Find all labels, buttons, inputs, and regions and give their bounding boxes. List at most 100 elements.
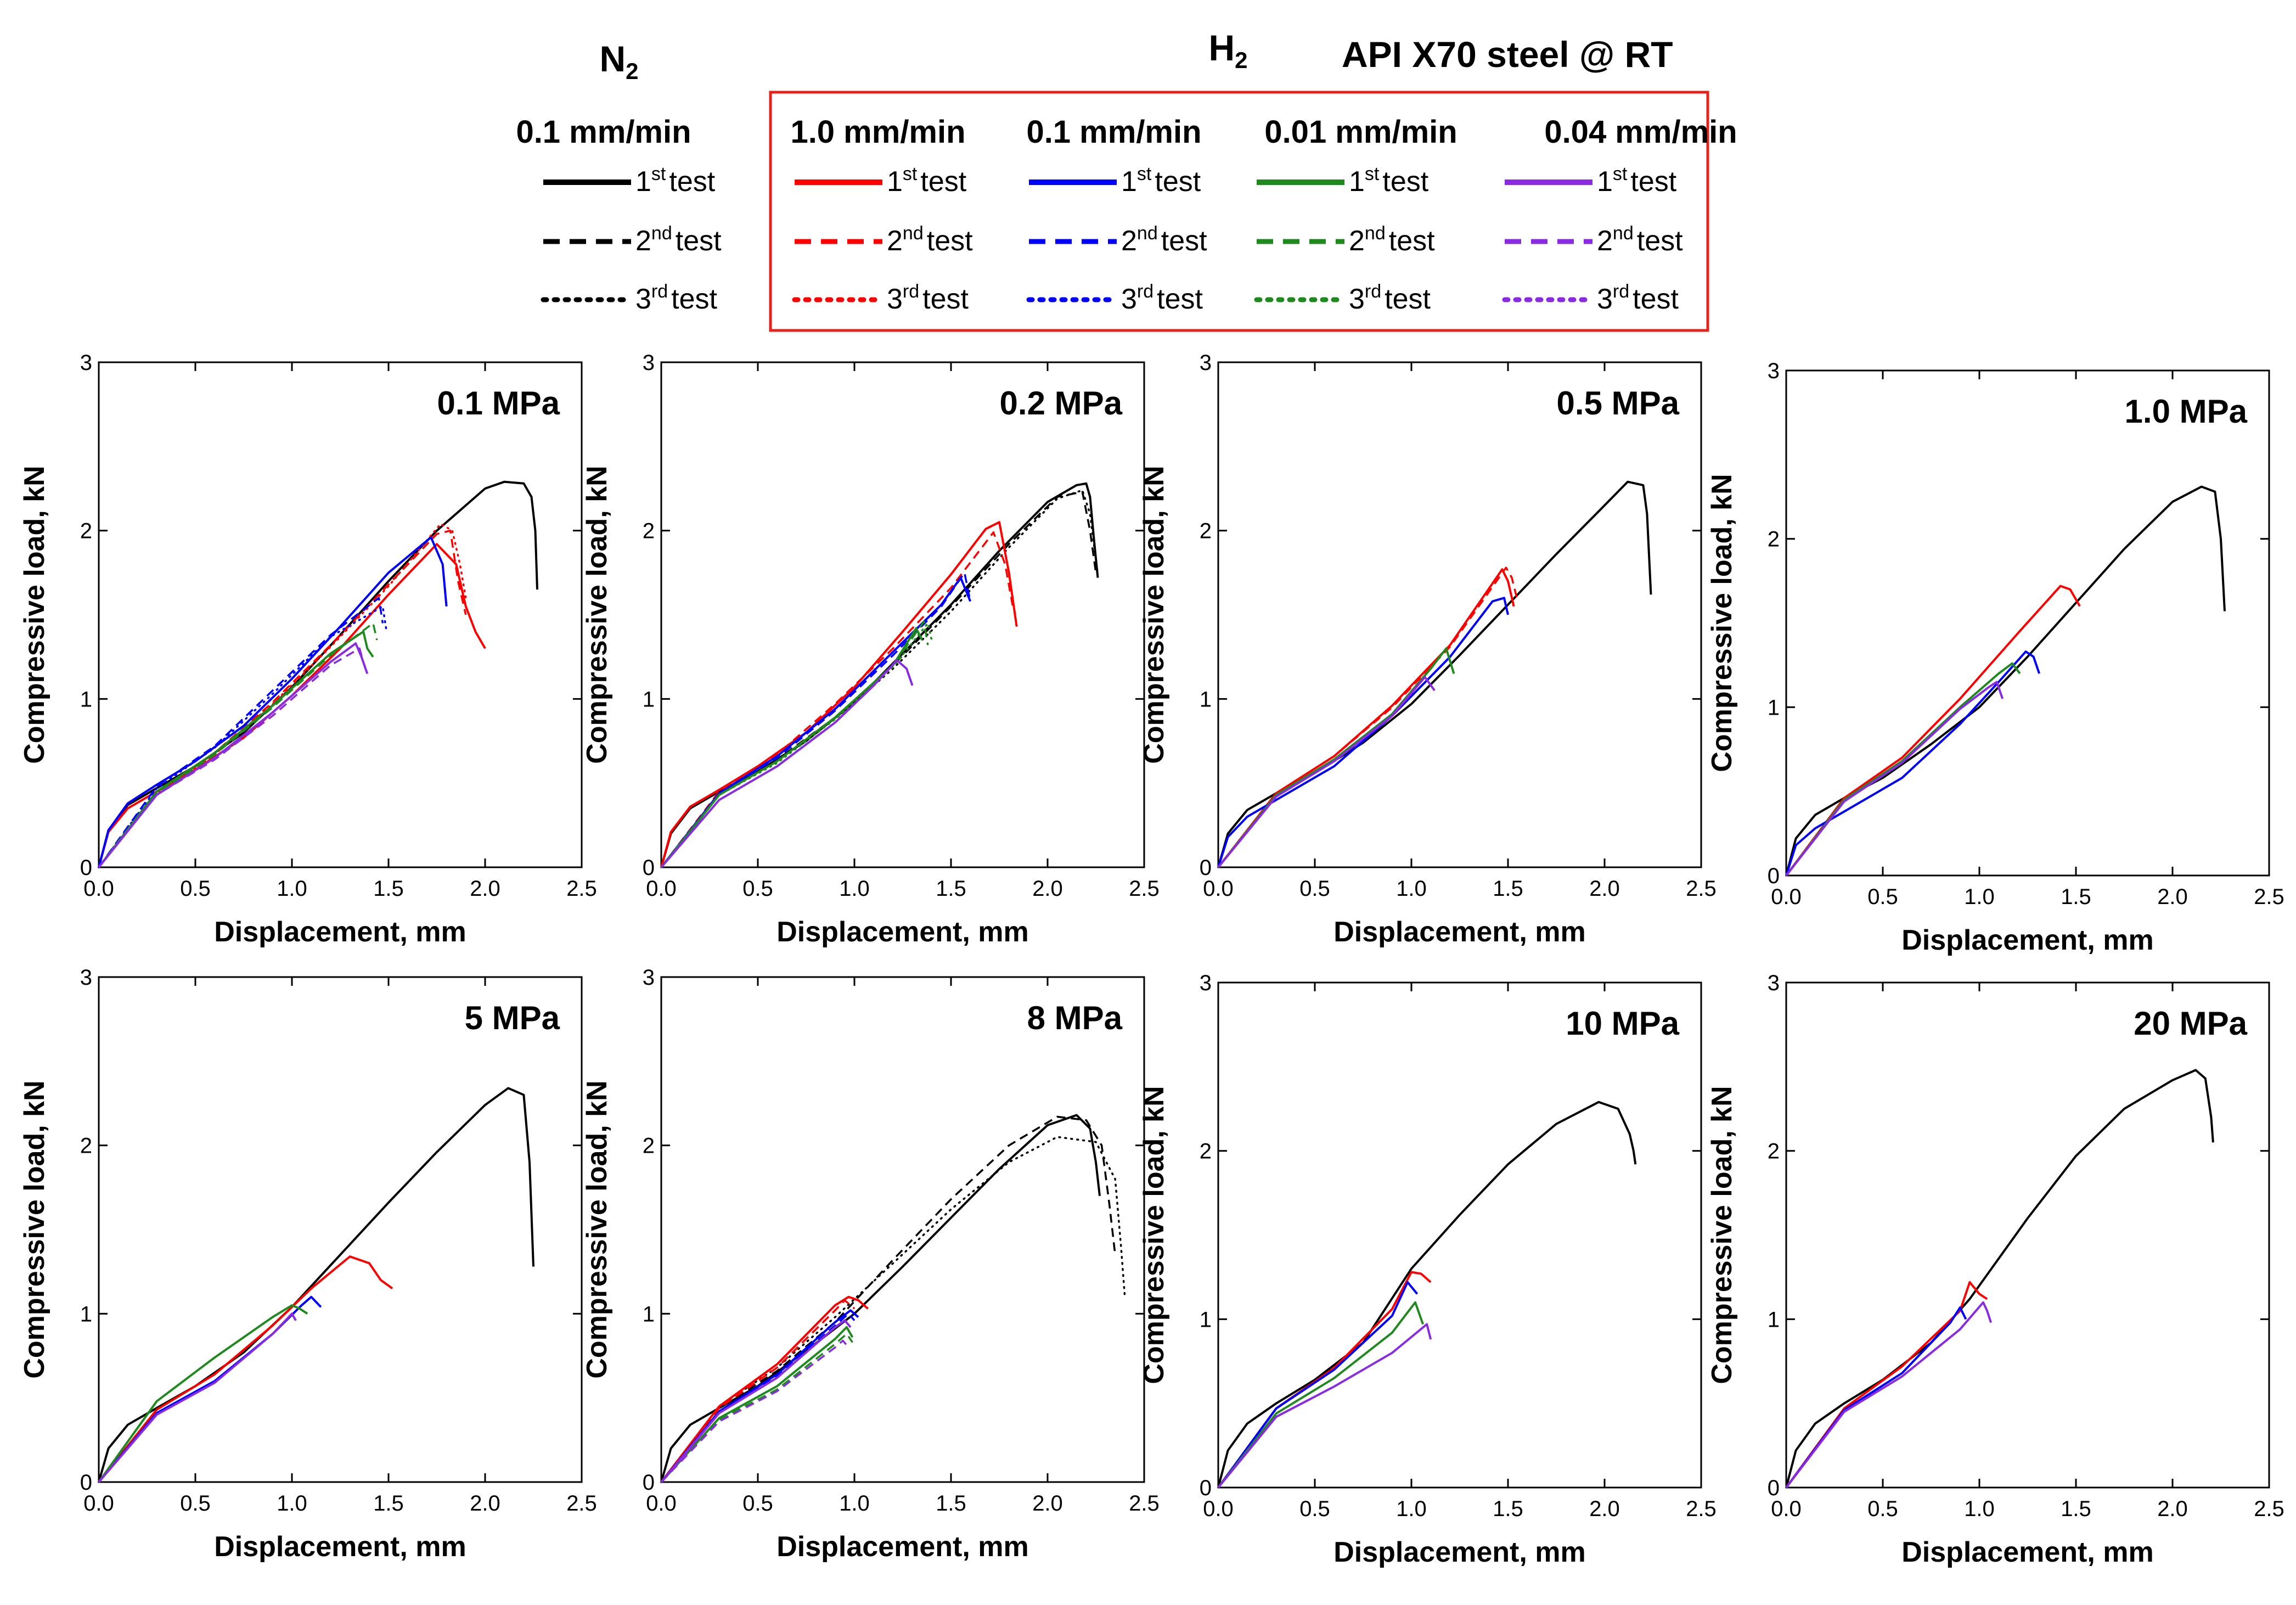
legend-test-label: 1st test (1349, 164, 1429, 198)
series-line (98, 543, 486, 868)
x-tick-label: 0.5 (180, 1491, 211, 1516)
series-line (98, 536, 448, 868)
legend-test-word: test (676, 225, 722, 257)
series-line (660, 1326, 854, 1483)
panel-5: 0.0 0.5 1.0 1.5 2.0 2.5 0 1 2 3 Displacement, mm Co… (19, 966, 597, 1563)
legend-header: 0.04 mm/min (1544, 114, 1737, 150)
x-tick-label: 2.0 (1032, 1491, 1063, 1516)
series-line (1217, 1301, 1424, 1489)
legend-test-ordinal: 2 (1121, 225, 1137, 257)
x-tick-label: 0.5 (742, 1491, 773, 1516)
legend-test-sup: nd (1365, 223, 1386, 244)
series-line (98, 1312, 297, 1483)
x-tick-label: 2.0 (1589, 1497, 1620, 1521)
y-tick-label: 0 (1200, 856, 1212, 880)
series-line (660, 1136, 1126, 1483)
series-line (98, 1295, 322, 1483)
series-line (1217, 1281, 1419, 1489)
x-tick-label: 2.5 (2254, 885, 2284, 909)
plot-frame (1217, 981, 1702, 1489)
panel-title: 8 MPa (1027, 1000, 1123, 1036)
x-tick-label: 0.0 (1203, 1497, 1234, 1521)
legend-test-label: 1st test (635, 164, 716, 198)
y-axis-label: Compressive load, kN (581, 465, 613, 764)
legend-test-word: test (1382, 166, 1428, 198)
gas-n2-main: N (599, 38, 626, 79)
series-line (660, 1299, 856, 1483)
x-tick-label: 2.5 (1129, 877, 1160, 901)
legend-test-word: test (1155, 166, 1201, 198)
panel-title: 0.2 MPa (1000, 385, 1123, 422)
legend-test-label: 3rd test (635, 281, 718, 315)
gas-label-h2: H2 (1208, 27, 1247, 73)
x-axis-label: Displacement, mm (1901, 1536, 2154, 1568)
series-line (1217, 597, 1509, 868)
series-line (98, 605, 388, 868)
gas-n2-sub: 2 (626, 58, 638, 84)
legend-test-ordinal: 1 (1597, 166, 1613, 198)
x-tick-label: 1.0 (839, 877, 870, 901)
series-line (660, 482, 1099, 868)
y-axis-label: Compressive load, kN (19, 1080, 50, 1378)
plot-frame (660, 361, 1145, 868)
legend-test-sup: rd (1613, 281, 1629, 302)
series-line (660, 659, 914, 868)
series-line (98, 480, 538, 868)
y-tick-label: 0 (1768, 864, 1780, 888)
panel-8: 0.0 0.5 1.0 1.5 2.0 2.5 0 1 2 3 Displacement, mm Co… (1706, 971, 2284, 1568)
panel-title: 20 MPa (2134, 1005, 2247, 1042)
series-line (1785, 1281, 1988, 1489)
y-tick-label: 2 (643, 519, 655, 543)
series-line (1785, 1301, 1993, 1489)
x-tick-label: 2.0 (2157, 885, 2188, 909)
series-line (660, 531, 1014, 868)
legend-test-label: 2nd test (1121, 223, 1207, 257)
legend-test-word: test (920, 166, 966, 198)
legend-test-sup: nd (903, 223, 924, 244)
series-line (660, 1319, 852, 1483)
series-line (1217, 1271, 1432, 1489)
y-tick-label: 1 (1768, 1307, 1780, 1332)
series-line (1785, 681, 2004, 877)
legend-test-label: 2nd test (887, 223, 973, 257)
x-tick-label: 0.5 (742, 877, 773, 901)
y-tick-label: 0 (80, 1471, 92, 1495)
legend-test-word: test (922, 283, 969, 315)
y-axis-label: Compressive load, kN (1138, 465, 1170, 764)
series-line (1217, 566, 1519, 868)
legend-test-sup: nd (651, 223, 672, 244)
y-axis-label: Compressive load, kN (19, 465, 50, 764)
legend-test-ordinal: 3 (887, 283, 903, 315)
x-tick-label: 1.5 (1493, 877, 1523, 901)
panel-3: 0.0 0.5 1.0 1.5 2.0 2.5 0 1 2 3 Displacement, mm Co… (1138, 351, 1717, 948)
legend-test-sup: nd (1137, 223, 1158, 244)
legend-test-sup: rd (1365, 281, 1381, 302)
series-line (1785, 1069, 2214, 1488)
legend-test-word: test (671, 283, 717, 315)
x-tick-label: 0.0 (646, 1491, 677, 1516)
panel-title: 1.0 MPa (2125, 393, 2248, 430)
series-line (1217, 647, 1455, 868)
x-tick-label: 0.5 (1299, 877, 1330, 901)
legend-test-ordinal: 3 (635, 283, 651, 315)
legend-test-label: 3rd test (887, 281, 969, 315)
legend-test-label: 1st test (887, 164, 967, 198)
y-tick-label: 1 (80, 687, 92, 711)
legend-test-ordinal: 2 (887, 225, 903, 257)
legend-test-word: test (1637, 225, 1683, 257)
plot-frame (1217, 361, 1702, 868)
legend-test-ordinal: 3 (1121, 283, 1137, 315)
y-tick-label: 3 (80, 966, 92, 990)
y-tick-label: 3 (1768, 971, 1780, 995)
x-tick-label: 0.0 (83, 877, 114, 901)
x-tick-label: 1.5 (373, 877, 404, 901)
legend-test-label: 2nd test (1349, 223, 1435, 257)
h2-legend-box (769, 91, 1709, 332)
panel-7: 0.0 0.5 1.0 1.5 2.0 2.5 0 1 2 3 Displacement, mm Co… (1138, 971, 1717, 1568)
legend-test-ordinal: 1 (1121, 166, 1137, 198)
panel-title: 0.1 MPa (437, 385, 560, 422)
series-line (1785, 1306, 1967, 1489)
